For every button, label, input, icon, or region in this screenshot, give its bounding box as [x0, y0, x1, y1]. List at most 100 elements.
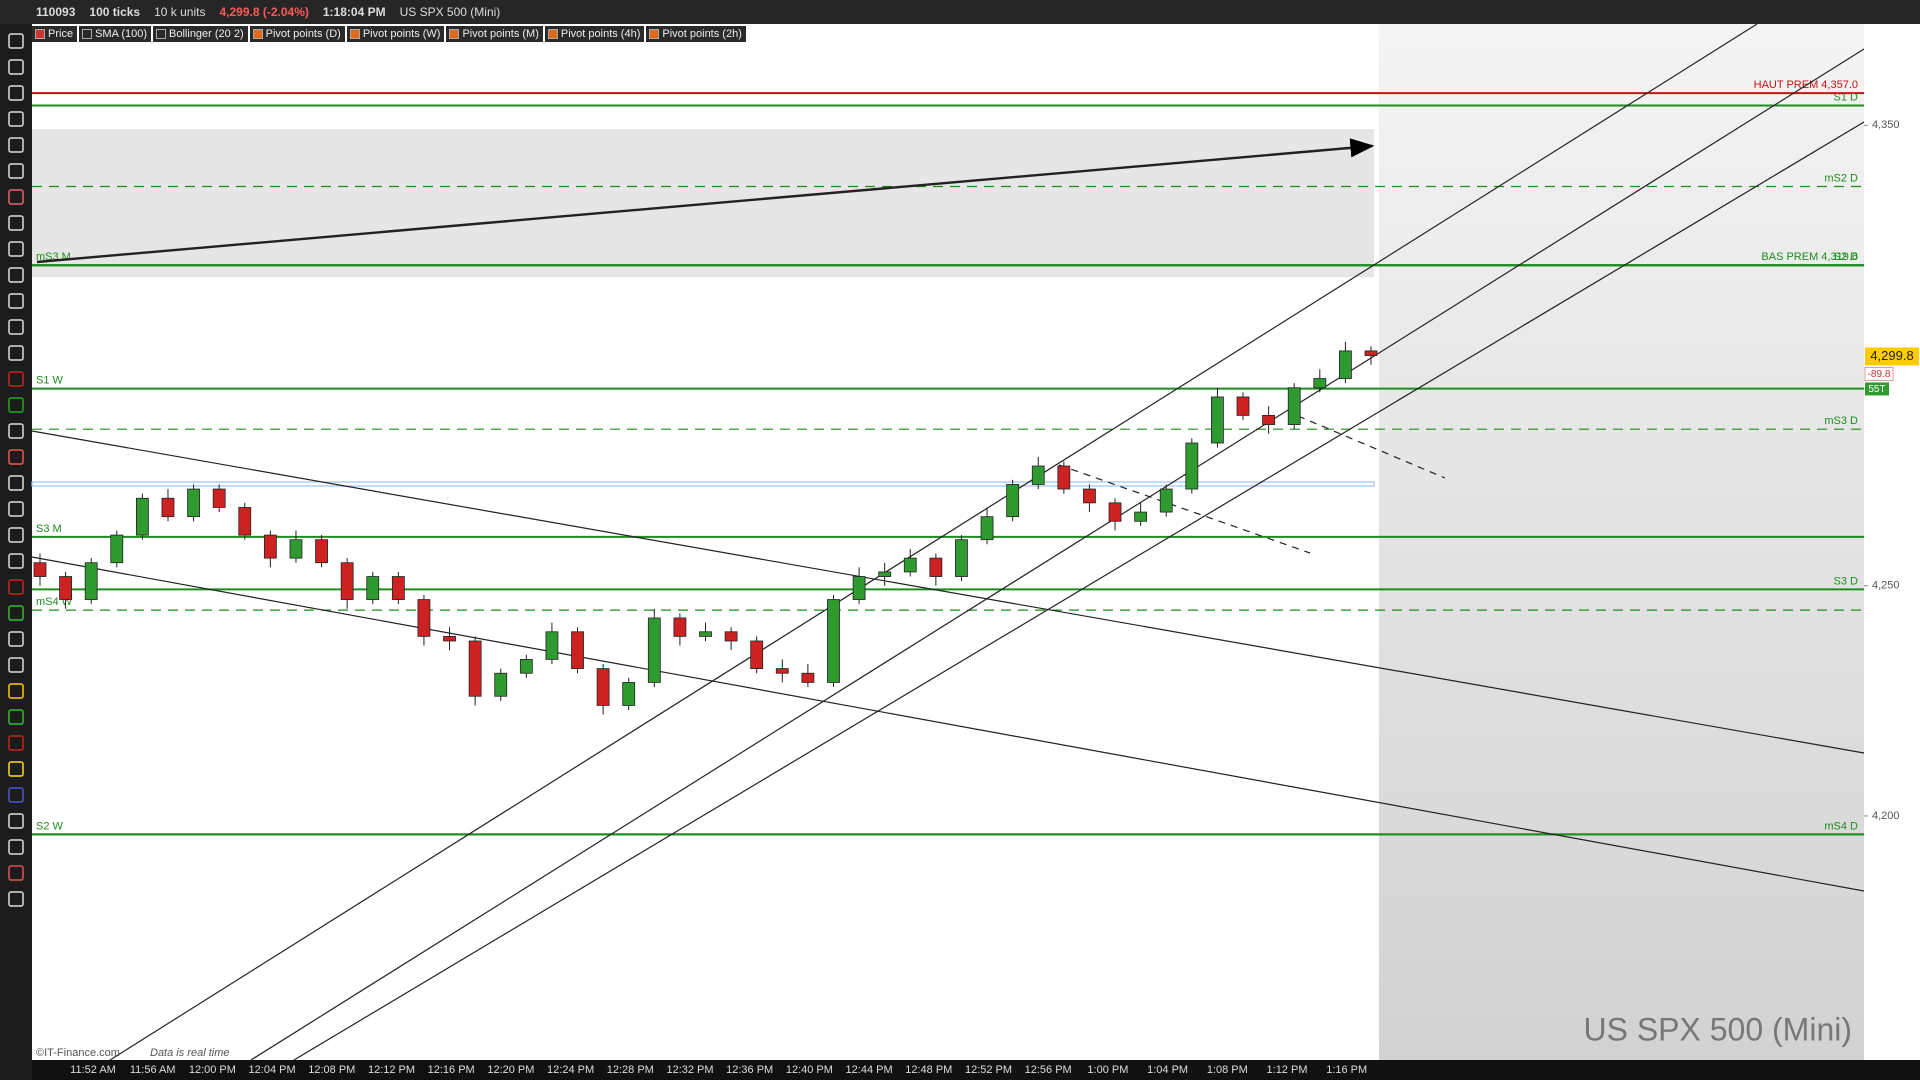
candle-body [238, 507, 252, 536]
level-label: S3 D [1834, 575, 1859, 587]
indicator-tab[interactable]: Bollinger (20 2) [153, 26, 248, 42]
candle-body [955, 539, 968, 577]
x-tick-label: 12:28 PM [607, 1064, 654, 1076]
tool-icon [8, 891, 24, 907]
checkbox[interactable] [252, 29, 263, 39]
indicator-label: Pivot points (M) [462, 28, 539, 40]
future-zone [1379, 24, 1864, 1060]
checkbox[interactable] [449, 29, 460, 39]
tool-icon [8, 59, 24, 75]
candle-body [903, 557, 917, 573]
candle-body [519, 659, 533, 674]
level-label: S1 W [36, 375, 64, 387]
candle-body [110, 534, 124, 564]
candle-body [59, 576, 72, 600]
level-label: S2 W [36, 820, 64, 832]
candle-body [1057, 465, 1071, 490]
candle-body [571, 631, 584, 670]
candle-body [33, 562, 47, 577]
tool-icon [8, 215, 24, 231]
candle-body [161, 497, 175, 518]
quote: 4,299.8 (-2.04%) [219, 5, 309, 19]
indicator-label: Pivot points (W) [362, 28, 441, 40]
indicator-tab[interactable]: SMA (100) [79, 26, 152, 42]
y-tick-label: 4,200 [1872, 810, 1900, 822]
x-tick-label: 12:48 PM [905, 1064, 952, 1076]
x-tick-label: 12:00 PM [189, 1064, 236, 1076]
checkbox[interactable] [349, 29, 360, 39]
channel-line [293, 121, 1865, 1061]
x-tick-label: 12:12 PM [368, 1064, 415, 1076]
tool-icon [8, 241, 24, 257]
price-axis [1864, 24, 1920, 1060]
change-box [1864, 366, 1894, 381]
indicator-tab[interactable]: Pivot points (2h) [646, 26, 746, 42]
interval[interactable]: 100 ticks [89, 5, 141, 19]
x-tick-label: 12:36 PM [726, 1064, 773, 1076]
indicator-tab[interactable]: Pivot points (D) [249, 26, 345, 42]
indicator-tab[interactable]: Pivot points (M) [446, 26, 543, 42]
tool-icon [8, 813, 24, 829]
candle-body [417, 599, 431, 637]
candle-body [1236, 396, 1250, 416]
tool-icon [8, 267, 24, 283]
watermark: US SPX 500 (Mini) [1583, 1011, 1852, 1047]
tool-icon [8, 397, 24, 413]
arrow [36, 138, 1375, 264]
change-points: -89.8 [1868, 369, 1891, 380]
indicator-tab[interactable]: Pivot points (4h) [544, 26, 645, 42]
tool-icon [8, 137, 24, 153]
candle-body [596, 668, 610, 706]
x-tick-label: 12:24 PM [547, 1064, 594, 1076]
candle-body [929, 557, 943, 577]
level-label: mS2 D [1824, 172, 1858, 184]
checkbox[interactable] [82, 29, 93, 39]
indicator-label: Pivot points (D) [265, 28, 341, 40]
candle-body [263, 534, 277, 559]
x-tick-label: 12:20 PM [487, 1064, 534, 1076]
y-tick-label: 4,350 [1872, 119, 1900, 131]
candle-body [1313, 378, 1327, 389]
clock: 1:18:04 PM [322, 5, 386, 19]
indicator-tab[interactable]: Pivot points (W) [346, 26, 445, 42]
tool-icon [8, 33, 24, 49]
checkbox[interactable] [547, 29, 558, 39]
candle-body [1108, 502, 1122, 522]
channel-line [250, 48, 1865, 1061]
candle-body [289, 539, 303, 559]
candle-body [187, 488, 200, 518]
units[interactable]: 10 k units [154, 5, 206, 19]
countdown-box [1865, 382, 1889, 396]
time-axis [32, 1060, 1920, 1080]
indicator-tab[interactable]: Price [32, 26, 78, 42]
candle-body [1159, 488, 1173, 513]
tool-icon [8, 423, 24, 439]
x-tick-label: 1:12 PM [1267, 1064, 1308, 1076]
checkbox[interactable] [156, 29, 167, 39]
candle-body [443, 635, 456, 642]
candle-body [878, 571, 892, 577]
account[interactable]: 110093 [36, 5, 76, 19]
top-toolbar: 110093 100 ticks 10 k units 4,299.8 (-2.… [0, 0, 1920, 24]
tool-icon [8, 501, 24, 517]
candle-body [468, 640, 482, 697]
indicator-bar: Price SMA (100) Bollinger (20 2) Pivot poin… [32, 26, 746, 42]
x-tick-label: 1:00 PM [1087, 1064, 1128, 1076]
candle-body [775, 668, 789, 674]
candle-body [366, 576, 380, 600]
tool-icon [8, 761, 24, 777]
x-tick-label: 12:56 PM [1025, 1064, 1072, 1076]
candle-body [84, 562, 98, 600]
indicator-label: Pivot points (2h) [662, 28, 742, 40]
level-label: mS4 D [1824, 820, 1858, 832]
tool-icon [8, 449, 24, 465]
candle-body [545, 631, 559, 660]
x-tick-label: 12:04 PM [249, 1064, 296, 1076]
checkbox[interactable] [35, 29, 45, 39]
x-tick-label: 12:32 PM [666, 1064, 713, 1076]
candle-body [1262, 414, 1276, 425]
candle-body [801, 672, 815, 683]
candle-body [673, 617, 687, 637]
checkbox[interactable] [649, 29, 660, 39]
